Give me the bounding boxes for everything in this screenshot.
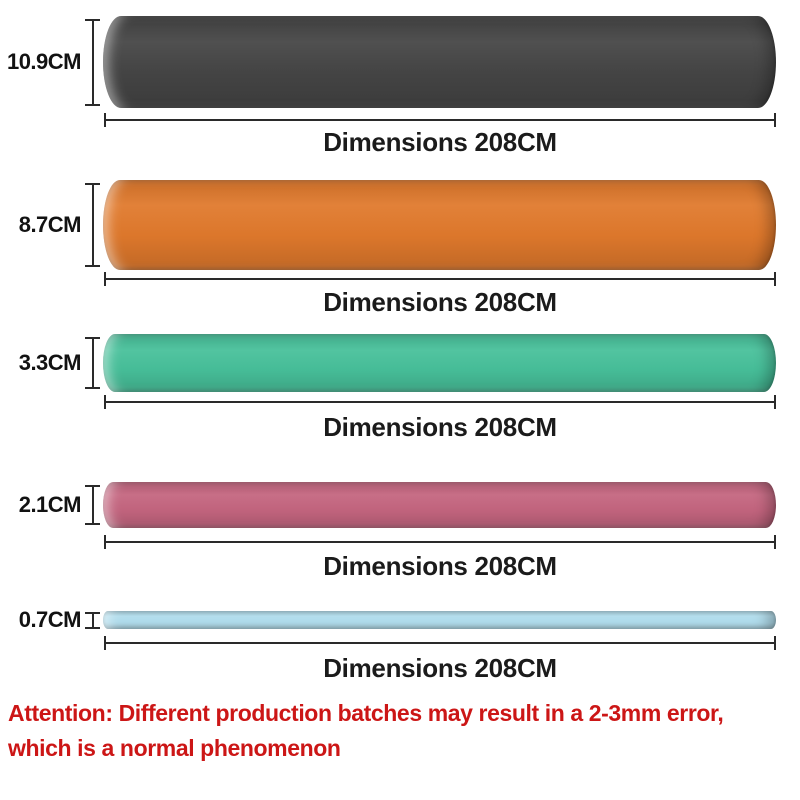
- blue-band: [103, 611, 776, 629]
- green-band: [103, 334, 776, 392]
- length-measure-line: [104, 272, 776, 286]
- length-measure-line: [104, 395, 776, 409]
- band-width-label: 8.7CM: [18, 212, 82, 237]
- width-measure-bracket: [85, 485, 100, 525]
- band-length-label: Dimensions 208CM: [323, 653, 557, 683]
- length-measure-line: [104, 113, 776, 127]
- width-measure-bracket: [85, 612, 100, 629]
- band-width-label: 10.9CM: [6, 49, 82, 74]
- width-measure-bracket: [85, 183, 100, 267]
- attention-note-line2: which is a normal phenomenon: [8, 735, 341, 761]
- band-length-label: Dimensions 208CM: [323, 287, 557, 317]
- black-band: [103, 16, 776, 108]
- orange-band: [103, 180, 776, 270]
- band-length-label: Dimensions 208CM: [323, 551, 557, 581]
- width-measure-bracket: [85, 19, 100, 106]
- width-measure-bracket: [85, 337, 100, 389]
- length-measure-line: [104, 535, 776, 549]
- band-length-label: Dimensions 208CM: [323, 127, 557, 157]
- band-width-label: 0.7CM: [18, 607, 82, 632]
- band-width-label: 2.1CM: [18, 492, 82, 517]
- attention-note-line1: Attention: Different production batches …: [8, 700, 724, 726]
- attention-note: Attention: Different production batches …: [8, 696, 800, 766]
- band-width-label: 3.3CM: [18, 350, 82, 375]
- pink-band: [103, 482, 776, 528]
- length-measure-line: [104, 636, 776, 650]
- band-length-label: Dimensions 208CM: [323, 412, 557, 442]
